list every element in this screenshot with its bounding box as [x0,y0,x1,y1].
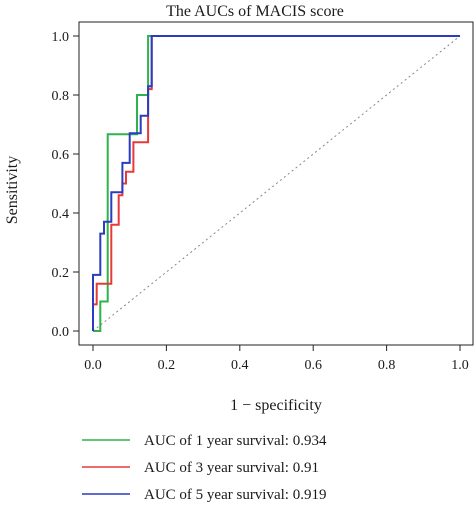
y-tick-label: 1.0 [52,30,70,45]
reference-line-layer [92,35,461,332]
x-tick-label: 0.2 [158,358,176,373]
y-tick-label: 0.8 [52,89,70,104]
y-tick-label: 0.2 [52,266,70,281]
y-tick-label: 0.6 [52,148,70,163]
series-layer [92,35,460,332]
x-tick-label: 0.6 [304,358,322,373]
x-tick-label: 0.8 [378,358,396,373]
roc-curve-series-1 [93,35,460,332]
legend-label: AUC of 3 year survival: 0.91 [144,460,319,476]
roc-curve-series-3 [92,35,460,331]
y-axis: 0.0 0.2 0.4 0.6 0.8 1.0 [52,30,80,340]
chart-title: The AUCs of MACIS score [166,3,344,20]
y-tick-label: 0.4 [52,207,70,222]
x-tick-label: 0.0 [84,358,102,373]
reference-diagonal-line [92,35,461,332]
x-axis: 0.0 0.2 0.4 0.6 0.8 1.0 [84,344,469,373]
x-tick-label: 1.0 [451,358,469,373]
legend-label: AUC of 5 year survival: 0.919 [144,487,326,503]
y-axis-label: Sensitivity [4,156,21,224]
plot-area [78,21,474,346]
legend-label: AUC of 1 year survival: 0.934 [144,433,327,449]
x-axis-label: 1 − specificity [230,397,322,414]
legend: AUC of 1 year survival: 0.934 AUC of 3 ye… [82,433,327,503]
x-tick-label: 0.4 [231,358,249,373]
y-tick-label: 0.0 [52,325,70,340]
